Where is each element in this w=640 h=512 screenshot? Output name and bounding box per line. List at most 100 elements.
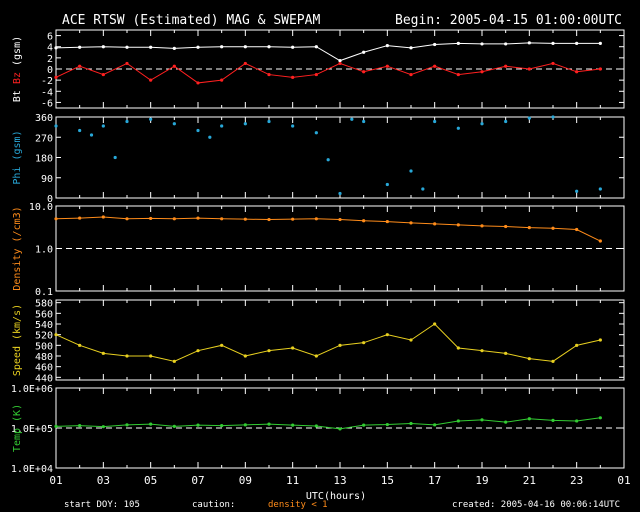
data-point (480, 418, 484, 422)
panel-temp: 1.0E+06 1.0E+05 1.0E+04 Temp (K) (11, 384, 625, 475)
y-tick-label: 480 (35, 352, 53, 363)
data-point (527, 226, 531, 230)
data-point (362, 70, 366, 74)
y-axis-label: Temp (K) (12, 404, 23, 452)
data-point (125, 61, 129, 66)
data-point (385, 333, 389, 337)
data-point (456, 223, 460, 227)
data-point (433, 423, 437, 427)
data-point (220, 343, 224, 347)
data-point (54, 124, 58, 128)
data-point (551, 226, 555, 230)
data-point (409, 338, 413, 342)
data-point (101, 72, 105, 77)
data-point (149, 354, 153, 358)
series-line (55, 62, 601, 84)
series-bt (54, 41, 602, 63)
begin-time: Begin: 2005-04-15 01:00:00UTC (395, 13, 622, 28)
panel-density: 10.0 1.0 0.1 Density (/cm3) (12, 202, 625, 298)
data-point (433, 42, 437, 47)
data-point (433, 222, 437, 226)
data-point (362, 341, 366, 345)
y-tick-label: 500 (35, 341, 53, 352)
data-point (172, 424, 176, 428)
data-point (220, 78, 224, 82)
series-line (55, 42, 601, 62)
data-point (421, 187, 425, 191)
series-line (55, 216, 601, 242)
data-point (598, 41, 602, 45)
y-tick-label: 10.0 (29, 202, 53, 213)
data-point (409, 221, 413, 225)
data-point (385, 44, 389, 48)
x-tick-label: 05 (144, 474, 157, 487)
data-point (149, 216, 153, 221)
data-point (78, 343, 82, 347)
data-point (551, 61, 555, 66)
data-point (551, 418, 555, 422)
chart-title: ACE RTSW (Estimated) MAG & SWEPAM (62, 13, 320, 28)
y-tick-label: 0 (47, 194, 53, 205)
data-point (598, 416, 602, 420)
y-tick-label: 540 (35, 320, 53, 331)
series-phi (54, 115, 602, 196)
data-point (291, 124, 295, 128)
data-point (172, 122, 176, 126)
y-tick-label: 0 (47, 65, 53, 76)
data-point (575, 41, 579, 45)
data-point (196, 128, 200, 133)
data-point (456, 346, 460, 350)
data-point (291, 217, 295, 221)
data-point (598, 67, 602, 71)
data-point (314, 354, 318, 358)
data-point (575, 227, 579, 232)
data-point (101, 45, 105, 49)
data-point (338, 427, 342, 431)
data-point (172, 217, 176, 221)
data-point (149, 78, 153, 82)
data-point (54, 333, 58, 337)
data-point (196, 423, 200, 427)
data-point (456, 419, 460, 423)
data-point (527, 67, 531, 71)
y-tick-label: 180 (35, 154, 53, 165)
data-point (125, 423, 129, 427)
x-tick-label: 21 (523, 474, 536, 487)
data-point (291, 346, 295, 350)
data-point (314, 217, 318, 221)
data-point (504, 351, 508, 355)
data-point (385, 422, 389, 427)
data-point (409, 46, 413, 50)
y-tick-label: -6 (41, 98, 53, 109)
y-tick-label: 4 (47, 43, 53, 54)
caution-label: caution: (192, 500, 235, 510)
data-point (208, 135, 212, 139)
data-point (314, 72, 318, 77)
data-point (291, 423, 295, 427)
y-tick-label: 1.0E+05 (11, 424, 53, 435)
created-time: created: 2005-04-16 00:06:14UTC (452, 500, 620, 510)
data-point (409, 169, 413, 173)
data-point (338, 217, 342, 222)
data-point (78, 423, 82, 428)
data-point (314, 131, 318, 135)
data-point (338, 59, 342, 63)
x-tick-label: 23 (570, 474, 583, 487)
data-point (504, 420, 508, 424)
data-point (575, 343, 579, 347)
data-point (267, 72, 271, 77)
data-point (433, 322, 437, 326)
data-point (101, 351, 105, 355)
data-point (172, 359, 176, 363)
y-axis-label: Bt Bz (gsm) (12, 36, 23, 102)
data-point (598, 187, 602, 191)
data-point (527, 116, 531, 120)
data-point (243, 354, 247, 358)
data-point (101, 215, 105, 219)
data-point (433, 119, 437, 124)
data-point (504, 119, 508, 124)
data-point (196, 45, 200, 49)
data-point (196, 81, 200, 85)
